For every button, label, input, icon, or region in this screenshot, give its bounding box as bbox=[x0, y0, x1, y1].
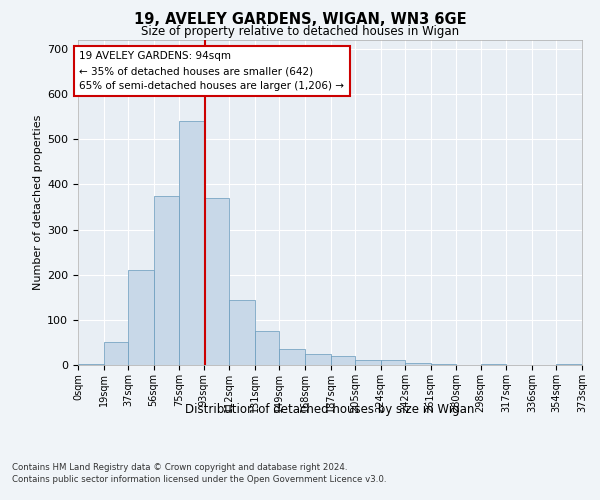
Text: 19 AVELEY GARDENS: 94sqm
← 35% of detached houses are smaller (642)
65% of semi-: 19 AVELEY GARDENS: 94sqm ← 35% of detach… bbox=[79, 52, 344, 91]
Text: Contains public sector information licensed under the Open Government Licence v3: Contains public sector information licen… bbox=[12, 475, 386, 484]
Bar bbox=[229, 300, 255, 365]
Text: Distribution of detached houses by size in Wigan: Distribution of detached houses by size … bbox=[185, 402, 475, 415]
Bar bbox=[481, 364, 506, 365]
Bar bbox=[431, 364, 457, 365]
Y-axis label: Number of detached properties: Number of detached properties bbox=[33, 115, 43, 290]
Bar bbox=[78, 364, 104, 365]
Bar bbox=[255, 331, 280, 365]
Text: Size of property relative to detached houses in Wigan: Size of property relative to detached ho… bbox=[141, 25, 459, 38]
Bar bbox=[380, 360, 405, 365]
Bar bbox=[405, 362, 431, 365]
Bar bbox=[203, 198, 229, 365]
Bar bbox=[305, 354, 331, 365]
Bar bbox=[154, 196, 179, 365]
Bar bbox=[104, 342, 128, 365]
Bar bbox=[355, 360, 380, 365]
Bar bbox=[331, 356, 355, 365]
Bar bbox=[179, 121, 203, 365]
Bar bbox=[128, 270, 154, 365]
Text: Contains HM Land Registry data © Crown copyright and database right 2024.: Contains HM Land Registry data © Crown c… bbox=[12, 462, 347, 471]
Text: 19, AVELEY GARDENS, WIGAN, WN3 6GE: 19, AVELEY GARDENS, WIGAN, WN3 6GE bbox=[134, 12, 466, 28]
Bar bbox=[556, 364, 582, 365]
Bar bbox=[280, 349, 305, 365]
